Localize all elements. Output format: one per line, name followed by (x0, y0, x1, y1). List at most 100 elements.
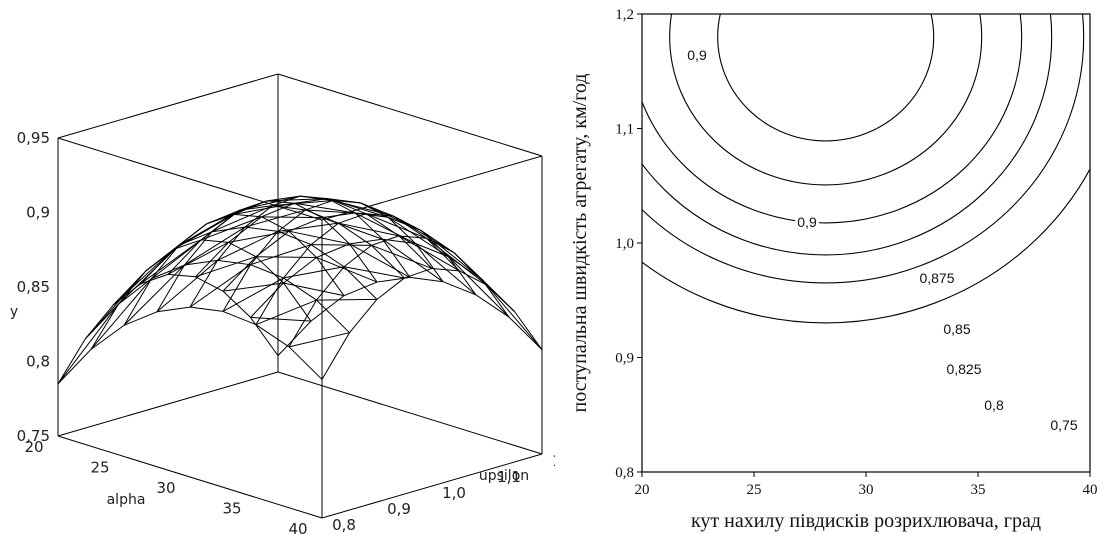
mesh-line (244, 209, 306, 228)
mesh-line (250, 244, 312, 266)
x-tick (250, 498, 256, 502)
mesh-line (195, 276, 224, 292)
mesh-line (327, 198, 361, 204)
y-tick-label: 0,9 (387, 500, 411, 518)
mesh-line (310, 244, 372, 246)
mesh-line (266, 195, 301, 202)
mesh-line (250, 231, 279, 266)
mesh-line (277, 230, 312, 246)
contour-label: 0,8 (984, 397, 1004, 413)
mesh-line (167, 239, 202, 275)
mesh-line (349, 299, 378, 334)
x-tick (184, 477, 190, 481)
mesh-line (343, 281, 378, 297)
mesh-line (459, 270, 488, 286)
contour-line (642, 167, 1090, 324)
mesh-line (288, 217, 323, 232)
mesh-line (365, 213, 427, 239)
z-tick-label: 0,75 (17, 427, 50, 445)
mesh-line (57, 349, 92, 385)
mesh-line (189, 260, 218, 308)
mesh-line (349, 243, 411, 278)
mesh-line (448, 256, 510, 318)
plot-frame (641, 13, 1091, 473)
contour-line (642, 14, 1053, 256)
mesh-line (393, 215, 455, 254)
x-axis-label: кут нахилу півдисків розрихлювача, град (691, 510, 1041, 532)
mesh-line (382, 238, 411, 278)
mesh-line (481, 278, 515, 312)
y-tick-label: 1,0 (442, 484, 466, 502)
mesh-line (321, 332, 350, 380)
mesh-line (261, 216, 323, 219)
mesh-line (343, 266, 405, 279)
mesh-line (376, 276, 411, 283)
mesh-line (508, 316, 543, 351)
mesh-line (222, 256, 257, 292)
x-axis-line (57, 435, 323, 519)
contour-label: 0,875 (919, 270, 954, 286)
mesh-line (266, 200, 295, 204)
mesh-line (90, 278, 152, 350)
mesh-line (354, 212, 383, 240)
mesh-line (371, 244, 433, 269)
x-tick-label: 35 (971, 482, 986, 498)
mesh-line (250, 316, 312, 322)
mesh-line (283, 282, 345, 297)
mesh-line (475, 294, 510, 318)
mesh-line (332, 199, 367, 215)
x-tick (52, 436, 58, 440)
contour-label-bg (795, 214, 819, 230)
x-tick-label: 30 (859, 482, 874, 498)
mesh-line (277, 320, 312, 356)
contour-label: 0,85 (943, 321, 970, 337)
mesh-line (398, 235, 460, 272)
x-tick-label: 25 (90, 459, 109, 477)
mesh-line (217, 230, 279, 261)
mesh-line (338, 222, 400, 237)
contour-label-bg (685, 47, 709, 63)
x-tick-label: 40 (1083, 482, 1098, 498)
contour-label-bg (941, 321, 973, 337)
mesh-line (448, 256, 482, 280)
x-tick-label: 25 (747, 482, 762, 498)
box-edge-top (321, 155, 543, 221)
mesh-line (184, 259, 218, 266)
x-tick-label: 30 (156, 479, 175, 497)
mesh-line (90, 324, 125, 350)
mesh-line (387, 216, 422, 231)
mesh-line (222, 290, 251, 318)
y-tick (542, 454, 549, 457)
y-tick-label: 0,8 (332, 516, 356, 534)
mesh-line (316, 298, 378, 301)
mesh-line (442, 281, 477, 296)
contour-label-bg (1048, 417, 1080, 433)
mesh-line (200, 214, 235, 241)
contour-label-bg (944, 361, 984, 377)
mesh-line (200, 216, 262, 241)
y-tick-label: 1,1 (497, 468, 521, 486)
mesh-line (321, 217, 350, 245)
mesh-line (156, 260, 218, 313)
mesh-line (195, 242, 229, 278)
y-tick-label: 1,2 (552, 452, 555, 470)
contour-plot: 0,75 0,8 0,825 0,85 0,875 0,9 0,9 20 25 30 35 40 0,8… (569, 7, 1098, 532)
mesh-line (420, 230, 482, 280)
box-edge-top (57, 73, 279, 139)
mesh-line (481, 278, 543, 351)
contour-line (642, 14, 1023, 224)
mesh-line (173, 223, 207, 250)
mesh-line (283, 277, 317, 301)
mesh-line (415, 243, 477, 296)
mesh-line (195, 256, 257, 278)
mesh-line (217, 259, 251, 266)
mesh-line (255, 230, 290, 258)
x-tick (118, 457, 124, 461)
mesh-line (387, 216, 449, 258)
mesh-line (57, 338, 86, 385)
mesh-line (376, 277, 405, 300)
mesh-line (233, 202, 295, 215)
z-tick-label: 0,9 (26, 204, 50, 222)
mesh-line (151, 244, 180, 279)
mesh-line (90, 303, 119, 350)
